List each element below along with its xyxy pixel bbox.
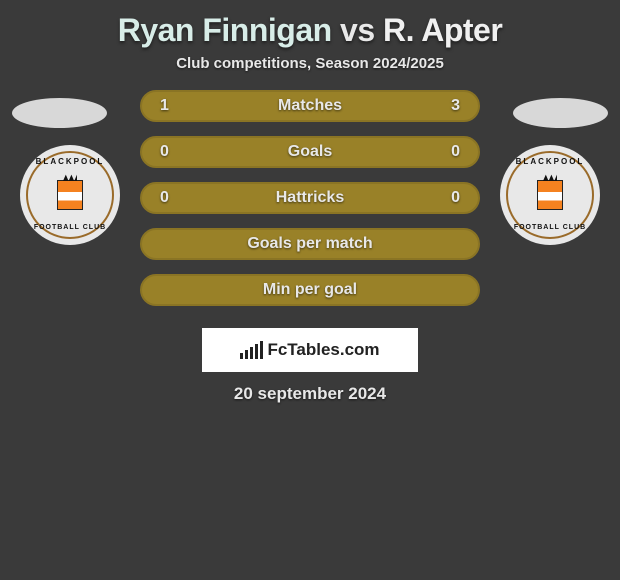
comparison-title: Ryan Finnigan vs R. Apter — [0, 0, 620, 55]
stat-row: 0Hattricks0 — [140, 182, 480, 214]
stat-right-value: 0 — [451, 143, 460, 161]
vs-text: vs — [340, 12, 375, 48]
crest-icon — [57, 180, 83, 210]
stat-label: Goals — [142, 143, 478, 161]
badge-top-text: BLACKPOOL — [516, 157, 585, 166]
stat-label: Min per goal — [142, 281, 478, 299]
stat-left-value: 1 — [160, 97, 169, 115]
stat-label: Goals per match — [142, 235, 478, 253]
player2-name: R. Apter — [383, 12, 502, 48]
badge-bottom-text: FOOTBALL CLUB — [514, 224, 586, 231]
player1-avatar-placeholder — [12, 98, 107, 128]
badge-bottom-text: FOOTBALL CLUB — [34, 224, 106, 231]
stat-row: Min per goal — [140, 274, 480, 306]
date-text: 20 september 2024 — [0, 384, 620, 404]
brand-name: FcTables.com — [267, 340, 379, 360]
stat-right-value: 3 — [451, 97, 460, 115]
player2-club-badge: BLACKPOOL FOOTBALL CLUB — [500, 145, 600, 245]
stat-row: 1Matches3 — [140, 90, 480, 122]
crest-icon — [537, 180, 563, 210]
player1-club-badge: BLACKPOOL FOOTBALL CLUB — [20, 145, 120, 245]
bars-icon — [240, 341, 263, 359]
stat-label: Hattricks — [142, 189, 478, 207]
stat-left-value: 0 — [160, 143, 169, 161]
subtitle: Club competitions, Season 2024/2025 — [0, 55, 620, 72]
player2-avatar-placeholder — [513, 98, 608, 128]
stat-label: Matches — [142, 97, 478, 115]
player1-name: Ryan Finnigan — [118, 12, 332, 48]
stat-row: 0Goals0 — [140, 136, 480, 168]
stats-list: 1Matches30Goals00Hattricks0Goals per mat… — [140, 90, 480, 320]
badge-top-text: BLACKPOOL — [36, 157, 105, 166]
stat-row: Goals per match — [140, 228, 480, 260]
brand-logo[interactable]: FcTables.com — [202, 328, 418, 372]
stat-left-value: 0 — [160, 189, 169, 207]
stat-right-value: 0 — [451, 189, 460, 207]
comparison-area: BLACKPOOL FOOTBALL CLUB BLACKPOOL FOOTBA… — [0, 90, 620, 320]
